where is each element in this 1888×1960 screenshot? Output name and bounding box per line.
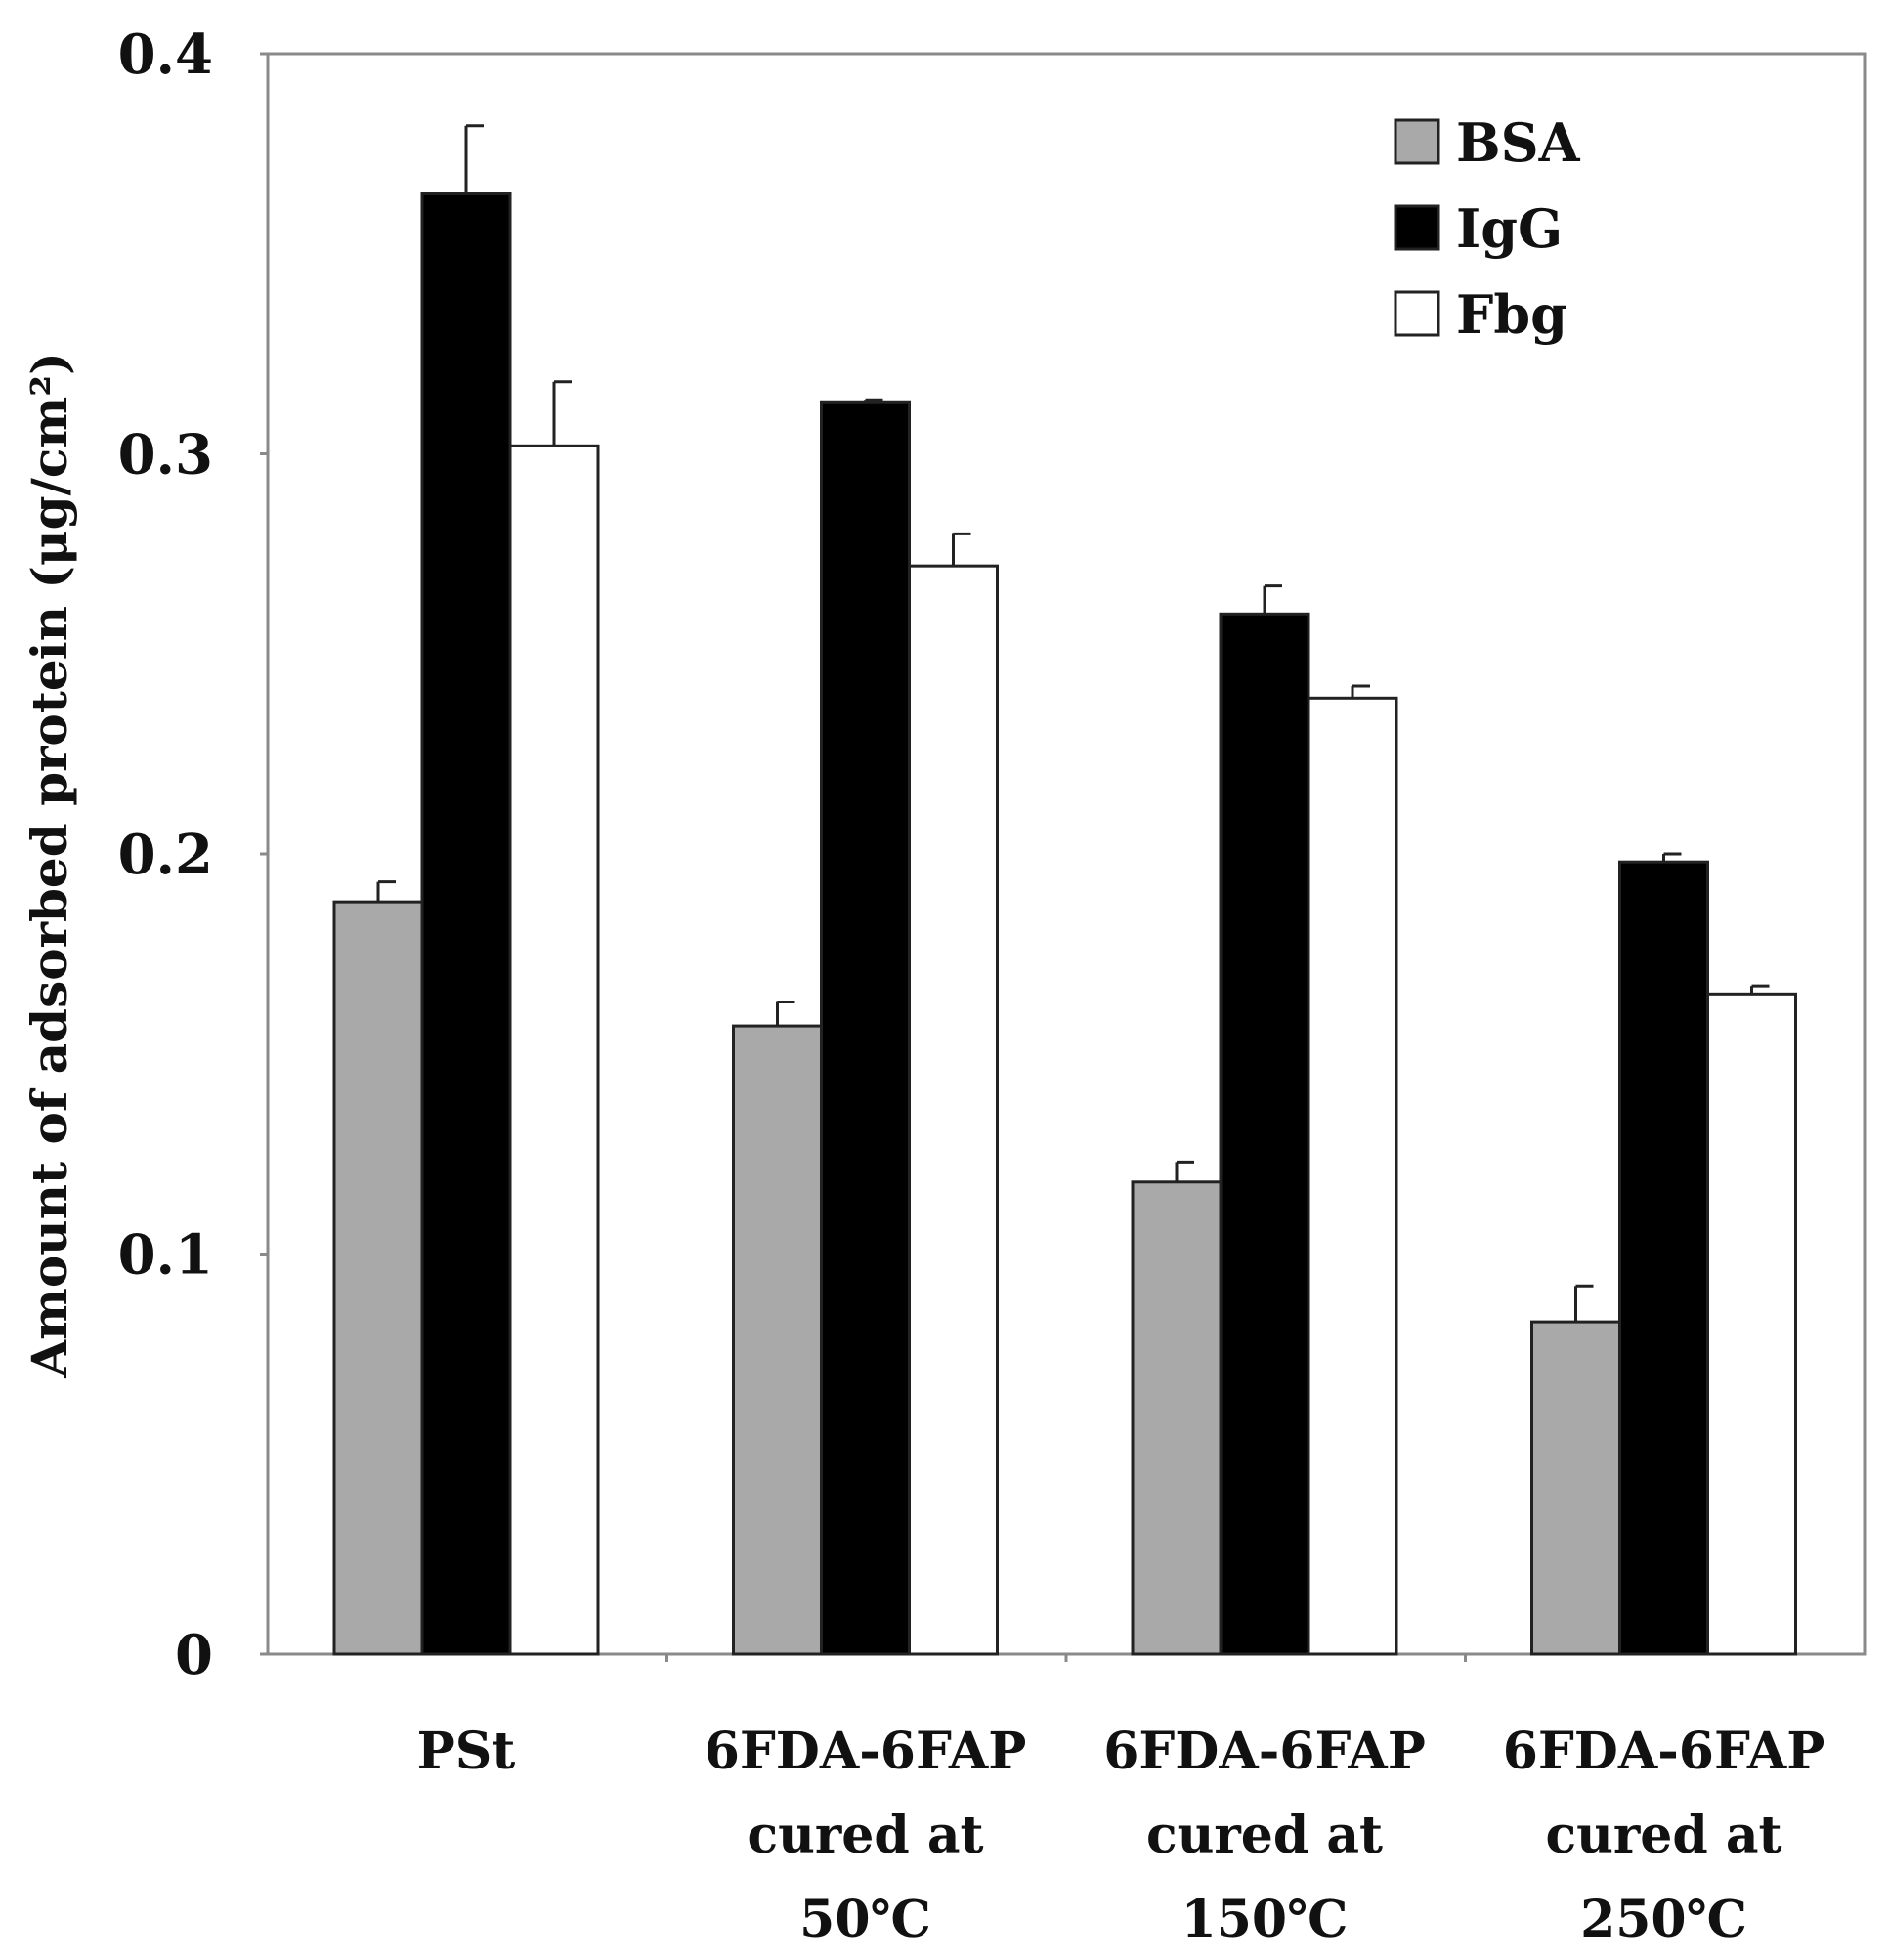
- bar-fbg-4: [1706, 992, 1797, 1656]
- x-category-label-line: 6FDA-6FAP: [1103, 1722, 1426, 1781]
- legend-swatch-bsa: [1394, 118, 1440, 165]
- legend: BSA IgG Fbg: [1394, 111, 1581, 346]
- bar-bsa-3: [1131, 1180, 1223, 1656]
- x-category-label-line: PSt: [417, 1722, 516, 1781]
- bar-bsa-2: [732, 1024, 823, 1656]
- x-category-label: 6FDA-6FAP cured at 50℃: [705, 1722, 1027, 1949]
- bar-fbg-3: [1307, 696, 1398, 1656]
- x-category-label: PSt: [417, 1722, 516, 1781]
- x-category-label-line: cured at: [1146, 1806, 1383, 1865]
- x-category-label: 6FDA-6FAP cured at 150℃: [1103, 1722, 1426, 1949]
- bar-bsa-4: [1530, 1320, 1621, 1656]
- y-tick-label: 0: [175, 1623, 213, 1687]
- legend-label-fbg: Fbg: [1456, 283, 1567, 346]
- bar-bsa-1: [332, 900, 424, 1656]
- x-category-label: 6FDA-6FAP cured at 250℃: [1503, 1722, 1825, 1949]
- x-category-label-line: 6FDA-6FAP: [705, 1722, 1027, 1781]
- y-axis-title: Amount of adsorbed protein (μg/cm²): [21, 352, 78, 1379]
- bar-igg-3: [1219, 612, 1310, 1656]
- x-axis: PSt 6FDA-6FAP cured at 50℃ 6FDA-6FAP cured at…: [417, 1654, 1825, 1949]
- bar-fbg-1: [508, 444, 600, 1656]
- y-tick-label: 0.1: [118, 1223, 213, 1288]
- x-category-label-line: cured at: [747, 1806, 983, 1865]
- y-tick-label: 0.2: [118, 823, 213, 887]
- bar-igg-1: [420, 192, 512, 1656]
- legend-swatch-igg: [1394, 204, 1440, 251]
- legend-label-bsa: BSA: [1456, 111, 1581, 174]
- legend-label-igg: IgG: [1456, 197, 1563, 260]
- y-axis: 0 0.1 0.2 0.3 0.4: [118, 22, 268, 1687]
- y-tick-label: 0.3: [118, 423, 213, 488]
- bar-igg-2: [820, 400, 911, 1656]
- x-category-label-line: 250℃: [1580, 1890, 1747, 1949]
- x-category-label-line: 6FDA-6FAP: [1503, 1722, 1825, 1781]
- y-tick-label: 0.4: [118, 22, 213, 87]
- x-category-label-line: 50℃: [799, 1890, 931, 1949]
- x-category-label-line: cured at: [1545, 1806, 1781, 1865]
- x-category-label-line: 150℃: [1181, 1890, 1349, 1949]
- bars-group: [332, 124, 1797, 1656]
- bar-fbg-2: [908, 564, 999, 1656]
- legend-swatch-fbg: [1394, 290, 1440, 337]
- bar-igg-4: [1618, 860, 1709, 1656]
